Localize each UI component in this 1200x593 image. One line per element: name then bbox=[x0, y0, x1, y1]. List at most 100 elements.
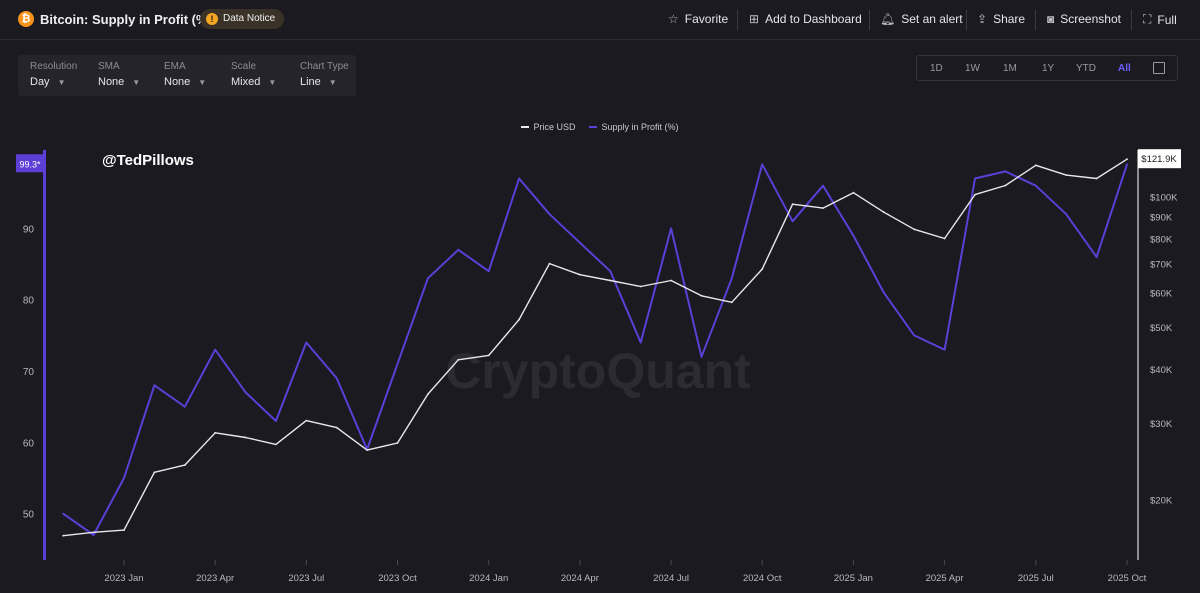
data-point bbox=[153, 384, 156, 387]
data-point bbox=[974, 193, 976, 196]
legend-swatch bbox=[589, 126, 598, 128]
data-point bbox=[761, 268, 764, 270]
share-button[interactable]: ⇪ Share bbox=[977, 12, 1025, 26]
data-point bbox=[1095, 177, 1098, 180]
full-label: Full bbox=[1157, 12, 1177, 27]
data-point bbox=[396, 442, 399, 444]
watermark: CryptoQuant bbox=[445, 343, 751, 399]
author-handle: @TedPillows bbox=[102, 152, 194, 169]
range-1y[interactable]: 1Y bbox=[1042, 63, 1055, 74]
y-left-tick-label: 90 bbox=[23, 224, 35, 235]
x-tick-label: 2024 Jul bbox=[653, 573, 689, 584]
current-price-label: $121.9K bbox=[1141, 154, 1177, 165]
data-point bbox=[548, 213, 551, 216]
data-point bbox=[275, 420, 277, 422]
data-point bbox=[609, 279, 612, 282]
y-right-tick-label: $50K bbox=[1150, 323, 1173, 334]
legend-item-supply[interactable]: Supply in Profit (%) bbox=[589, 122, 679, 132]
ema-select[interactable]: EMA None ▼ bbox=[164, 61, 206, 88]
data-point bbox=[62, 512, 65, 515]
divider bbox=[1035, 10, 1036, 30]
x-tick-label: 2025 Apr bbox=[926, 573, 964, 584]
share-label: Share bbox=[993, 12, 1026, 26]
data-point bbox=[579, 273, 581, 276]
range-1m[interactable]: 1M bbox=[1003, 63, 1017, 74]
range-all[interactable]: All bbox=[1118, 63, 1131, 74]
legend-label: Price USD bbox=[533, 122, 576, 132]
chart-controls: Resolution Day ▼ SMA None ▼ EMA None ▼ Scal… bbox=[18, 55, 356, 96]
sma-value: None bbox=[98, 76, 125, 88]
x-tick-label: 2023 Jul bbox=[288, 573, 324, 584]
data-point bbox=[366, 449, 368, 451]
sma-label: SMA bbox=[98, 61, 120, 72]
y-left-tick-label: 60 bbox=[23, 438, 35, 449]
current-supply-badge bbox=[16, 154, 44, 173]
data-point bbox=[579, 241, 581, 244]
data-point bbox=[1004, 184, 1007, 187]
left-axis-bar bbox=[43, 150, 46, 560]
data-point bbox=[670, 279, 672, 282]
x-tick-label: 2024 Oct bbox=[743, 573, 782, 584]
data-point bbox=[457, 248, 460, 251]
data-point bbox=[730, 277, 733, 280]
data-point bbox=[305, 341, 308, 344]
y-right-tick-label: $90K bbox=[1150, 212, 1173, 223]
resolution-value: Day bbox=[30, 76, 50, 88]
resolution-select[interactable]: Resolution Day ▼ bbox=[30, 61, 77, 88]
add-to-dashboard-button[interactable]: ⊞ Add to Dashboard bbox=[749, 12, 862, 26]
data-point bbox=[670, 227, 672, 230]
camera-icon: ◙ bbox=[1047, 12, 1055, 26]
chart-type-value: Line bbox=[300, 76, 321, 88]
set-alert-button[interactable]: 🔔︎ Set an alert bbox=[880, 12, 963, 26]
data-point bbox=[396, 363, 399, 365]
data-point bbox=[457, 358, 460, 361]
data-point bbox=[487, 270, 490, 273]
data-point bbox=[882, 211, 885, 214]
page-title: Bitcoin: Supply in Profit (%) bbox=[40, 12, 212, 27]
data-point bbox=[487, 354, 490, 357]
data-point bbox=[791, 203, 794, 206]
y-right-tick-label: $40K bbox=[1150, 365, 1173, 376]
data-point bbox=[882, 291, 885, 294]
top-bar: ₿ Bitcoin: Supply in Profit (%) ! Data N… bbox=[0, 0, 1200, 40]
add-dashboard-label: Add to Dashboard bbox=[765, 12, 862, 26]
calendar-icon[interactable] bbox=[1153, 62, 1165, 74]
fullscreen-button[interactable]: ⛶ Full bbox=[1143, 12, 1177, 27]
data-point bbox=[244, 391, 247, 394]
bitcoin-icon: ₿ bbox=[18, 11, 34, 27]
range-1d[interactable]: 1D bbox=[930, 63, 943, 74]
y-right-tick-label: $80K bbox=[1150, 234, 1173, 245]
data-point bbox=[639, 285, 642, 288]
sma-select[interactable]: SMA None ▼ bbox=[98, 61, 140, 88]
data-point bbox=[1095, 256, 1098, 258]
data-point bbox=[214, 348, 217, 351]
data-point bbox=[791, 220, 794, 223]
data-point bbox=[943, 237, 946, 240]
y-left-tick-label: 80 bbox=[23, 296, 35, 307]
legend-item-price[interactable]: Price USD bbox=[521, 122, 575, 132]
series-line bbox=[63, 158, 1128, 537]
screenshot-button[interactable]: ◙ Screenshot bbox=[1047, 12, 1121, 26]
ema-label: EMA bbox=[164, 61, 186, 72]
divider bbox=[737, 10, 738, 30]
data-notice-badge[interactable]: ! Data Notice bbox=[200, 9, 285, 29]
data-point bbox=[822, 184, 824, 187]
range-ytd[interactable]: YTD bbox=[1076, 63, 1096, 74]
data-point bbox=[1034, 164, 1037, 167]
scale-select[interactable]: Scale Mixed ▼ bbox=[231, 61, 276, 88]
y-right-tick-label: $20K bbox=[1150, 495, 1173, 506]
chart-type-select[interactable]: Chart Type Line ▼ bbox=[300, 61, 349, 88]
favorite-label: Favorite bbox=[684, 12, 729, 26]
expand-icon: ⛶ bbox=[1143, 12, 1152, 26]
data-point bbox=[214, 431, 217, 434]
y-left-tick-label: 50 bbox=[23, 510, 35, 521]
range-1w[interactable]: 1W bbox=[965, 63, 980, 74]
data-point bbox=[852, 191, 855, 194]
caret-down-icon: ▼ bbox=[268, 78, 277, 87]
current-price-badge bbox=[1138, 149, 1181, 169]
x-tick-label: 2025 Oct bbox=[1108, 573, 1147, 584]
data-point bbox=[822, 207, 824, 210]
favorite-button[interactable]: ☆ Favorite bbox=[668, 12, 728, 26]
x-tick-label: 2023 Apr bbox=[196, 573, 234, 584]
data-point bbox=[913, 228, 916, 231]
